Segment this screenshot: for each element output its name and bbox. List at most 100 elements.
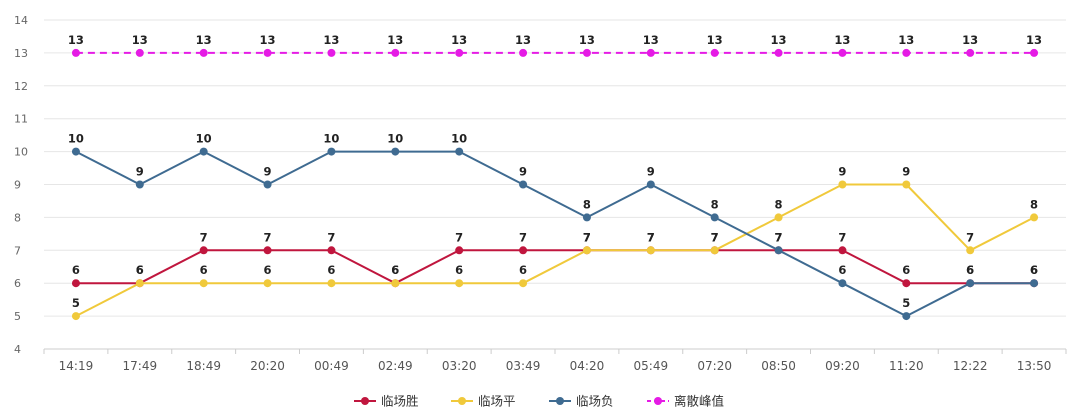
data-label: 9 — [519, 165, 527, 179]
data-point[interactable] — [774, 213, 783, 222]
data-point[interactable] — [1030, 213, 1039, 222]
data-label: 6 — [838, 263, 846, 277]
data-point[interactable] — [71, 312, 80, 321]
data-point[interactable] — [135, 279, 144, 288]
legend-marker — [556, 397, 564, 405]
data-label: 6 — [902, 263, 910, 277]
data-point[interactable] — [838, 279, 847, 288]
data-label: 8 — [1030, 197, 1038, 211]
data-point[interactable] — [263, 48, 272, 57]
legend[interactable]: 临场胜 临场平 临场负 离散峰值 — [354, 394, 724, 409]
data-point[interactable] — [519, 279, 528, 288]
data-label: 8 — [775, 197, 783, 211]
legend-item[interactable]: 临场平 — [451, 394, 516, 409]
data-label: 7 — [838, 230, 846, 244]
data-point[interactable] — [902, 312, 911, 321]
data-label: 5 — [72, 296, 80, 310]
x-tick-label: 18:49 — [186, 359, 221, 373]
data-point[interactable] — [391, 279, 400, 288]
x-tick-label: 03:20 — [442, 359, 477, 373]
data-point[interactable] — [71, 279, 80, 288]
legend-item[interactable]: 临场胜 — [354, 394, 419, 409]
data-point[interactable] — [455, 246, 464, 255]
data-point[interactable] — [263, 246, 272, 255]
data-point[interactable] — [519, 180, 528, 189]
data-point[interactable] — [838, 48, 847, 57]
data-point[interactable] — [263, 180, 272, 189]
data-label: 13 — [707, 33, 723, 47]
data-point[interactable] — [391, 147, 400, 156]
data-point[interactable] — [327, 147, 336, 156]
data-label: 13 — [1026, 33, 1042, 47]
data-point[interactable] — [455, 279, 464, 288]
data-point[interactable] — [902, 180, 911, 189]
data-point[interactable] — [582, 48, 591, 57]
data-point[interactable] — [199, 147, 208, 156]
x-tick-label: 13:50 — [1017, 359, 1052, 373]
series-line — [75, 249, 1035, 285]
y-tick-label: 14 — [14, 14, 28, 27]
data-label: 6 — [264, 263, 272, 277]
data-point[interactable] — [774, 48, 783, 57]
data-label: 7 — [583, 230, 591, 244]
data-point[interactable] — [327, 48, 336, 57]
data-point[interactable] — [710, 213, 719, 222]
data-label: 9 — [838, 165, 846, 179]
series-line — [75, 183, 1035, 317]
data-point[interactable] — [199, 48, 208, 57]
data-point[interactable] — [519, 246, 528, 255]
legend-item[interactable]: 离散峰值 — [647, 394, 724, 409]
data-label: 6 — [327, 263, 335, 277]
x-tick-label: 11:20 — [889, 359, 924, 373]
data-point[interactable] — [902, 48, 911, 57]
x-tick-label: 08:50 — [761, 359, 796, 373]
data-point[interactable] — [391, 48, 400, 57]
data-label: 7 — [264, 230, 272, 244]
data-label: 13 — [771, 33, 787, 47]
data-label: 6 — [966, 263, 974, 277]
data-label: 7 — [966, 230, 974, 244]
data-point[interactable] — [519, 48, 528, 57]
data-point[interactable] — [71, 48, 80, 57]
data-point[interactable] — [838, 180, 847, 189]
data-label: 13 — [323, 33, 339, 47]
data-point[interactable] — [710, 246, 719, 255]
data-point[interactable] — [966, 48, 975, 57]
data-label: 10 — [387, 132, 403, 146]
data-point[interactable] — [646, 180, 655, 189]
series-lines — [71, 48, 1039, 321]
legend-marker — [654, 397, 662, 405]
y-tick-label: 10 — [14, 146, 28, 159]
legend-item[interactable]: 临场负 — [549, 394, 614, 409]
data-point[interactable] — [902, 279, 911, 288]
data-point[interactable] — [1030, 279, 1039, 288]
data-label: 7 — [647, 230, 655, 244]
data-point[interactable] — [71, 147, 80, 156]
data-point[interactable] — [263, 279, 272, 288]
data-point[interactable] — [327, 279, 336, 288]
data-point[interactable] — [966, 279, 975, 288]
data-point[interactable] — [838, 246, 847, 255]
data-label: 13 — [962, 33, 978, 47]
data-point[interactable] — [966, 246, 975, 255]
data-point[interactable] — [1030, 48, 1039, 57]
data-label: 13 — [260, 33, 276, 47]
data-label: 6 — [519, 263, 527, 277]
data-point[interactable] — [199, 279, 208, 288]
grid-lines — [44, 19, 1066, 317]
data-point[interactable] — [582, 213, 591, 222]
data-point[interactable] — [135, 48, 144, 57]
data-point[interactable] — [455, 48, 464, 57]
data-point[interactable] — [327, 246, 336, 255]
data-point[interactable] — [774, 246, 783, 255]
x-tick-label: 05:49 — [634, 359, 669, 373]
data-point[interactable] — [199, 246, 208, 255]
data-point[interactable] — [582, 246, 591, 255]
data-point[interactable] — [455, 147, 464, 156]
data-point[interactable] — [710, 48, 719, 57]
data-label: 6 — [200, 263, 208, 277]
data-point[interactable] — [135, 180, 144, 189]
data-point[interactable] — [646, 48, 655, 57]
data-label: 6 — [1030, 263, 1038, 277]
data-point[interactable] — [646, 246, 655, 255]
